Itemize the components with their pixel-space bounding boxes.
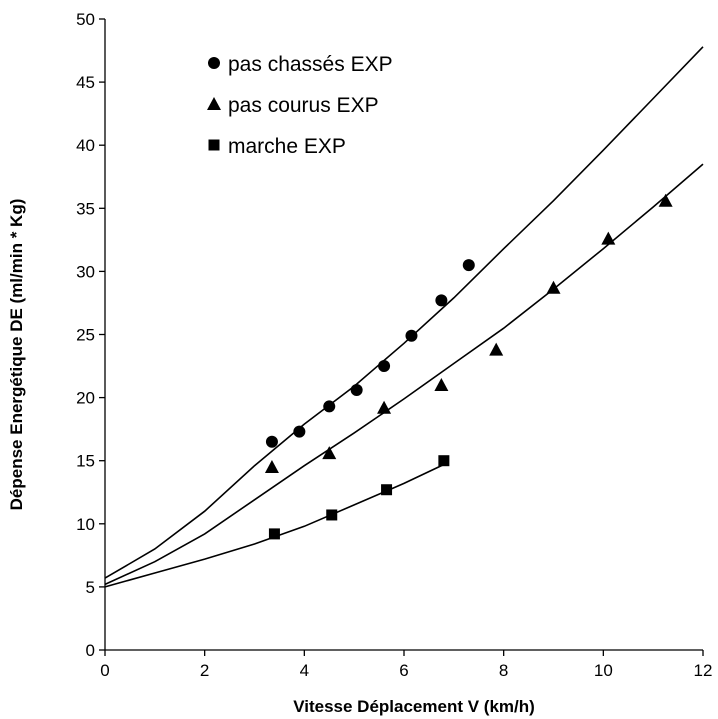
data-point-series-1 [435,294,448,307]
x-tick-label: 12 [694,661,713,680]
x-tick-label: 0 [100,661,109,680]
data-point-series-1 [378,360,391,373]
data-point-series-3 [438,455,450,467]
data-point-series-1 [265,435,278,448]
legend-label: pas courus EXP [228,94,379,117]
y-tick-label: 10 [76,515,95,534]
legend-label: marche EXP [228,135,346,158]
data-point-series-2 [546,280,561,294]
x-tick-label: 6 [399,661,408,680]
x-tick-label: 2 [200,661,209,680]
y-tick-label: 35 [76,199,95,218]
data-point-series-1 [323,400,336,413]
data-point-series-1 [405,329,418,342]
legend-marker-series-2 [207,97,221,110]
y-tick-label: 0 [86,641,95,660]
fit-line-series-3 [104,463,445,588]
y-tick-label: 30 [76,262,95,281]
data-point-series-2 [434,377,449,391]
legend-marker-series-1 [208,57,220,69]
data-points [264,193,673,540]
data-point-series-1 [350,384,363,397]
x-tick-label: 8 [499,661,508,680]
x-axis-title: Vitesse Déplacement V (km/h) [293,697,535,716]
y-tick-label: 20 [76,389,95,408]
fit-line-series-2 [104,163,704,586]
data-point-series-1 [462,259,475,272]
y-tick-label: 50 [76,10,95,29]
data-point-series-1 [293,425,306,438]
data-point-series-3 [268,528,280,540]
data-point-series-2 [489,342,504,356]
legend: pas chassés EXP pas courus EXP marche EXP [207,53,393,158]
data-point-series-2 [658,193,673,207]
y-tick-label: 15 [76,452,95,471]
data-point-series-2 [377,400,392,414]
data-point-series-2 [264,460,279,474]
data-point-series-3 [326,509,338,521]
y-tick-label: 25 [76,326,95,345]
fit-line-series-1 [104,46,704,579]
data-point-series-3 [381,484,393,496]
x-tick-label: 10 [594,661,613,680]
x-tick-label: 4 [300,661,309,680]
legend-marker-series-3 [208,139,220,151]
fit-curves [104,46,704,588]
legend-label: pas chassés EXP [228,53,393,76]
y-tick-label: 40 [76,136,95,155]
data-point-series-2 [322,446,337,460]
axes: 0 5 10 15 20 25 30 35 40 45 50 0 2 4 6 8 10 12 [76,10,712,680]
y-axis-title: Dépense Energétique DE (ml/min * Kg) [7,199,26,511]
y-tick-label: 45 [76,73,95,92]
y-tick-label: 5 [86,578,95,597]
data-point-series-2 [601,231,616,245]
